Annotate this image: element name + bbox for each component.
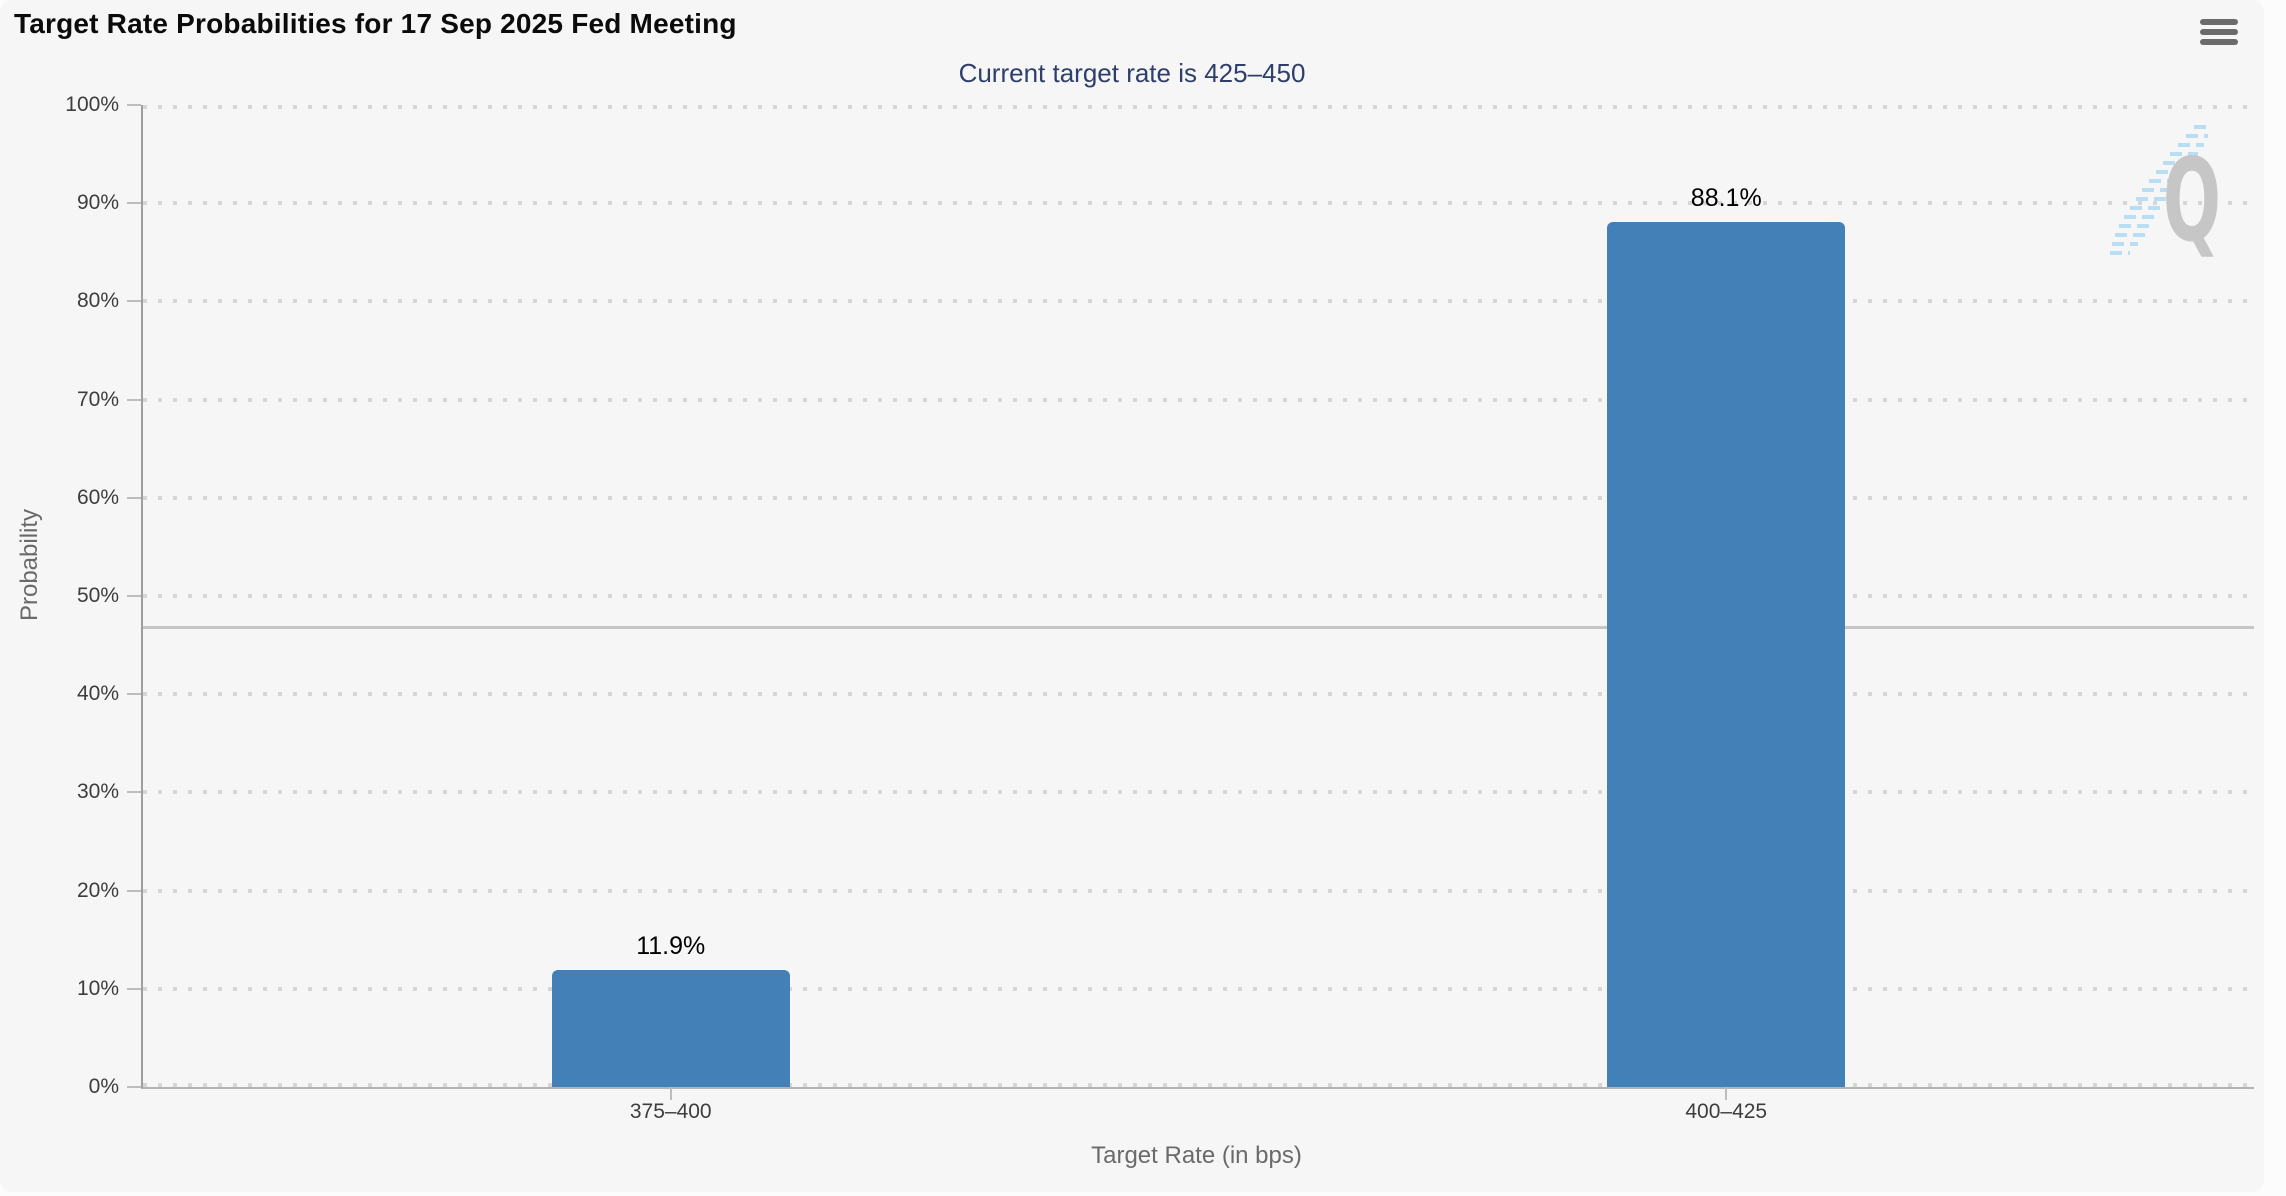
y-axis-tick <box>127 791 141 794</box>
y-tick-label: 70% <box>76 387 119 411</box>
bar-value-label: 11.9% <box>636 932 706 961</box>
watermark-hatch-lines <box>2110 125 2208 255</box>
y-tick-label: 80% <box>76 289 119 313</box>
y-axis-tick <box>127 398 141 401</box>
y-tick-label: 100% <box>65 93 119 116</box>
y-axis-tick <box>127 889 141 892</box>
y-axis-tick <box>127 496 141 499</box>
gridline-90% <box>143 201 2254 206</box>
y-axis-tick <box>127 693 141 696</box>
y-axis-tick <box>127 300 141 303</box>
y-tick-label: 10% <box>76 976 119 1000</box>
y-tick-label: 90% <box>76 191 119 215</box>
bar-400–425[interactable] <box>1607 221 1846 1087</box>
x-axis-tick <box>669 1087 672 1100</box>
gridline-80% <box>143 299 2254 304</box>
plot-area: Q 0% 10% 20% 30% 40% 50% 60% 70% 80% 90% 100% 11.9%… <box>65 93 2254 1123</box>
y-axis-tick <box>127 104 141 106</box>
x-tick-label: 400–425 <box>1685 1100 1768 1123</box>
gridline-40% <box>143 692 2254 697</box>
y-tick-label: 0% <box>88 1075 119 1098</box>
x-axis-tick <box>1725 1087 1728 1100</box>
chart-subtitle: Current target rate is 425–450 <box>958 58 1306 88</box>
chart-menu-button[interactable] <box>2200 19 2238 49</box>
gridline-0% <box>143 1083 2254 1087</box>
gridline-50% <box>143 594 2254 598</box>
y-axis-tick <box>127 1086 141 1088</box>
y-tick-label: 30% <box>76 780 119 804</box>
gridline-30% <box>143 790 2254 795</box>
hamburger-icon <box>2200 19 2238 45</box>
reference-line <box>143 626 2254 630</box>
y-axis-tick <box>127 595 141 597</box>
x-axis-title: Target Rate (in bps) <box>1091 1142 1302 1169</box>
gridline-100% <box>143 105 2254 109</box>
gridline-70% <box>143 397 2254 402</box>
y-axis-tick <box>127 202 141 205</box>
y-axis-tick <box>127 987 141 990</box>
x-tick-label: 375–400 <box>629 1100 712 1123</box>
chart-title: Target Rate Probabilities for 17 Sep 202… <box>14 8 737 39</box>
gridline-10% <box>143 986 2254 991</box>
y-tick-label: 60% <box>76 485 119 509</box>
y-tick-label: 40% <box>76 682 119 706</box>
bar-value-label: 88.1% <box>1690 183 1762 212</box>
bar-375–400[interactable] <box>551 970 790 1087</box>
q-logo-icon: Q <box>2110 125 2221 268</box>
gridline-60% <box>143 495 2254 500</box>
y-tick-label: 20% <box>76 878 119 902</box>
watermark-logo: Q <box>2102 115 2242 268</box>
gridline-20% <box>143 888 2254 893</box>
y-tick-label: 50% <box>76 584 119 607</box>
